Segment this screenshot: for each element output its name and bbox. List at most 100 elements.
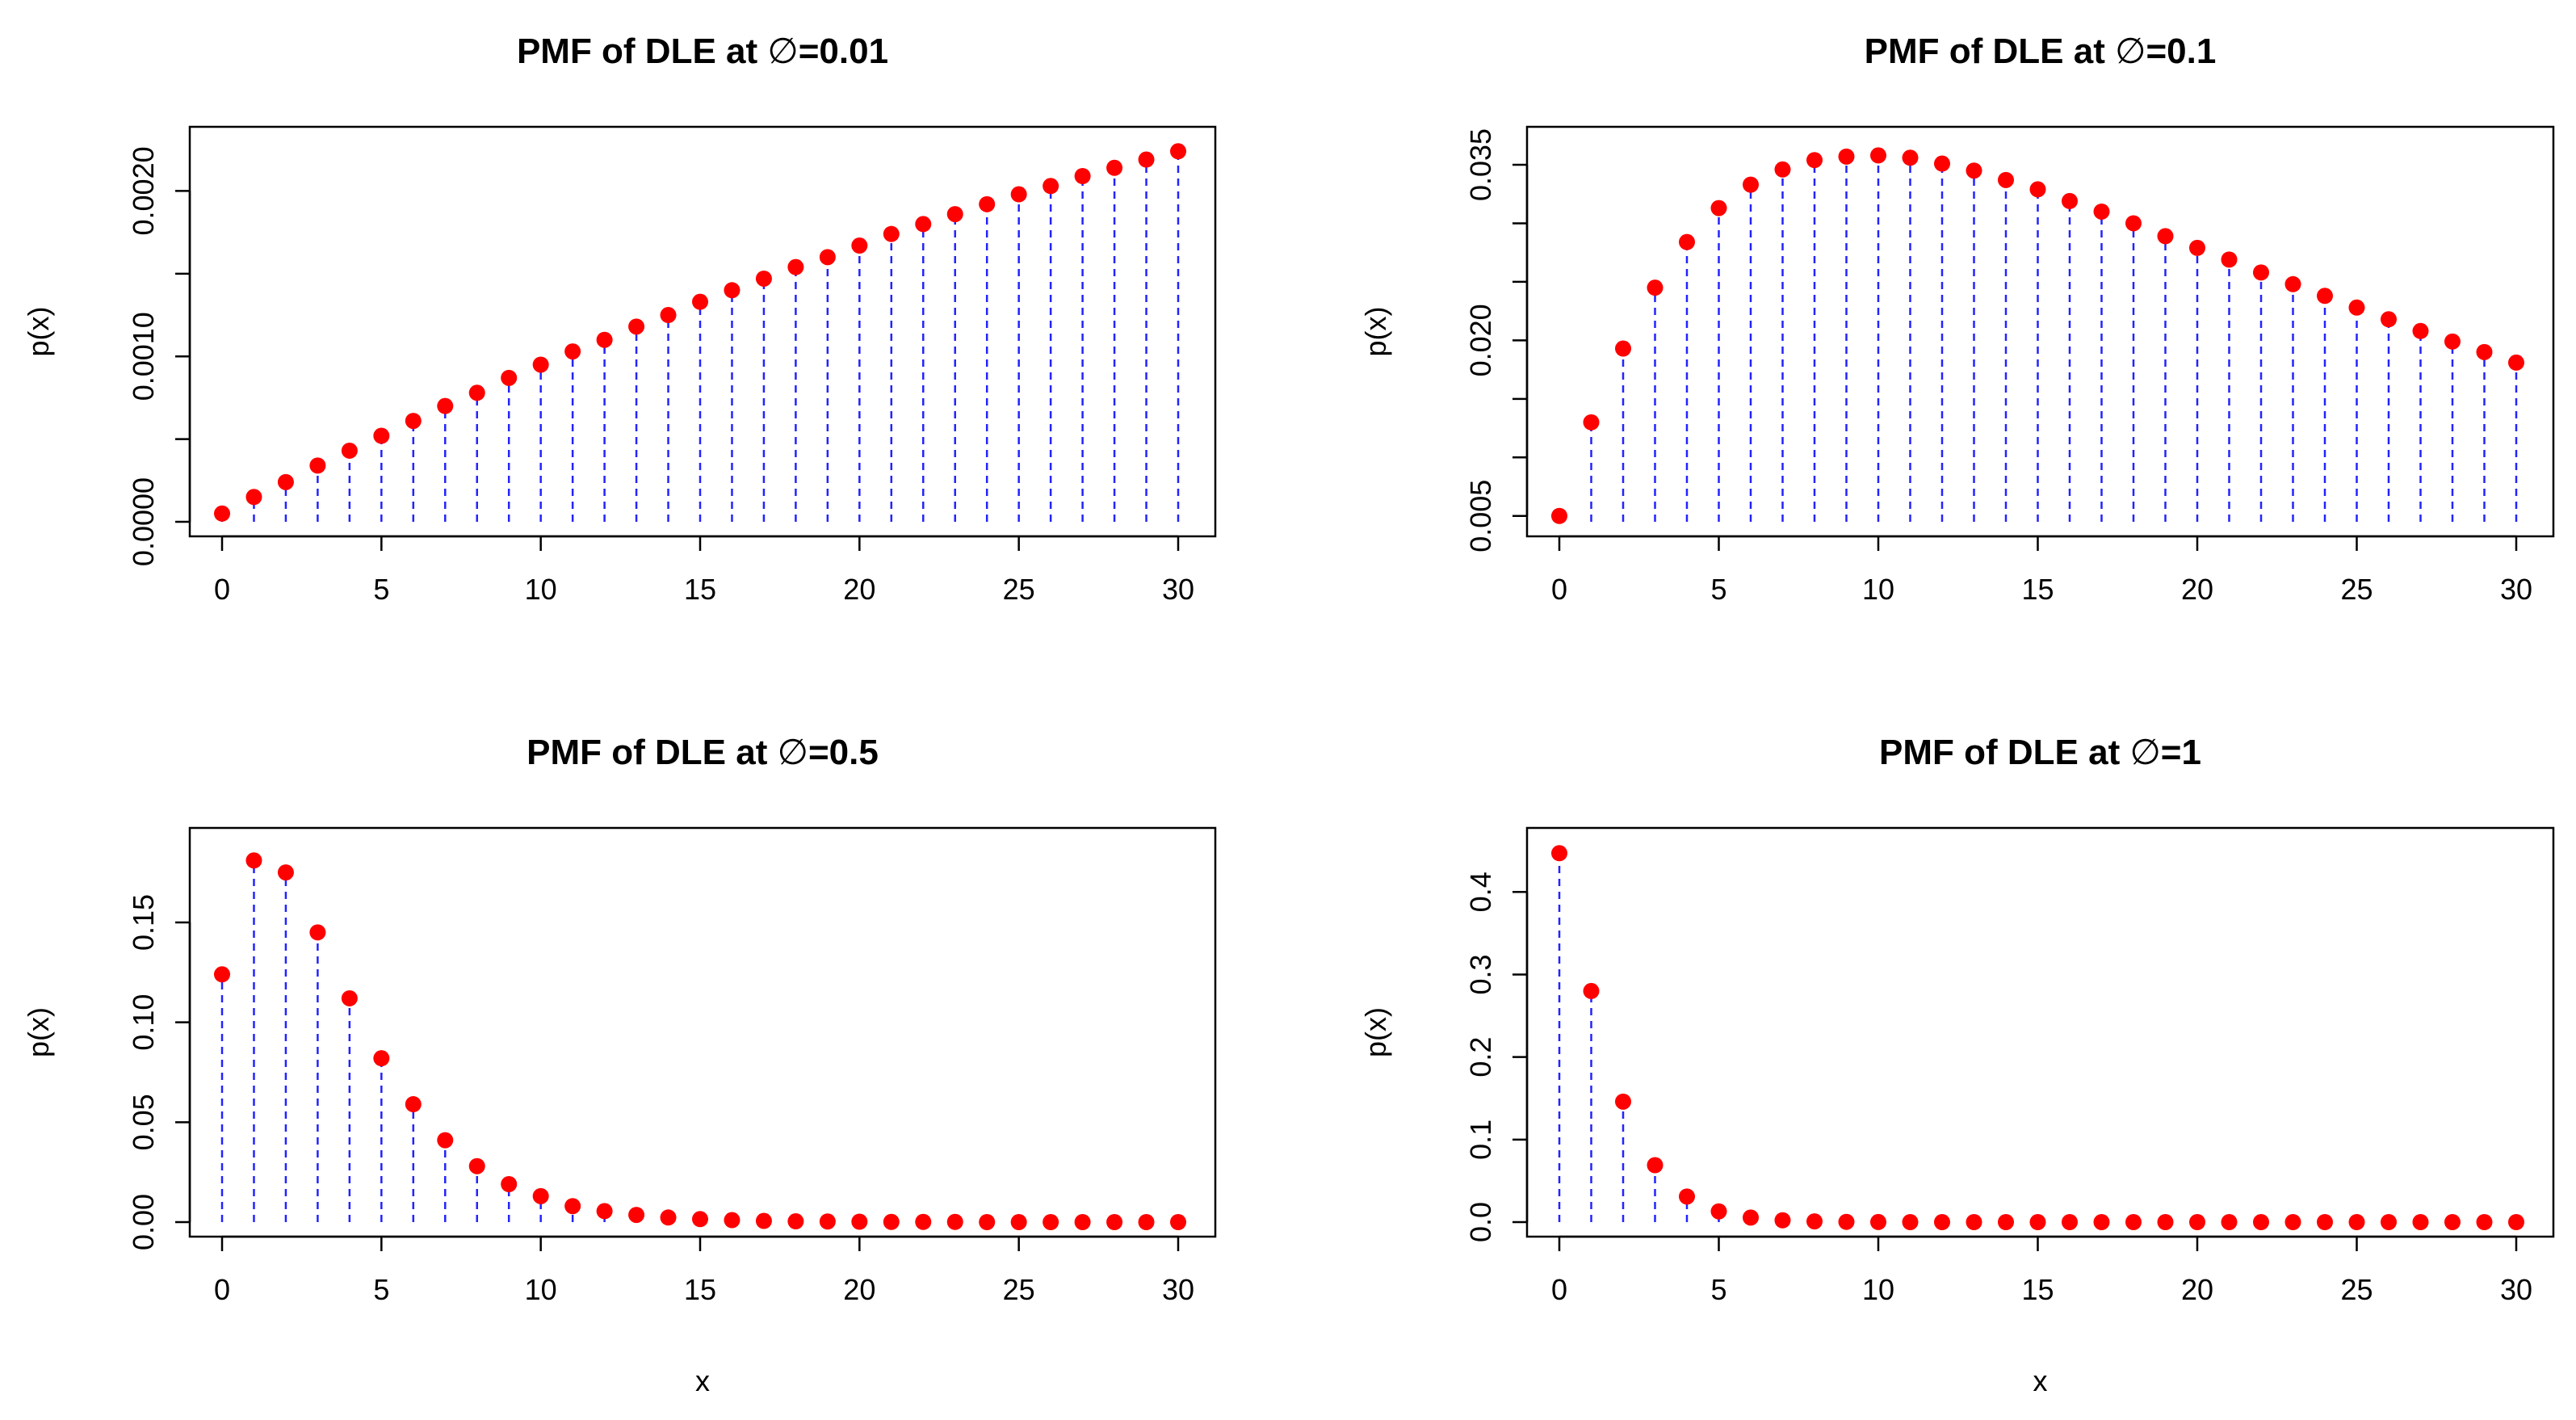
y-tick-label: 0.0: [1464, 1202, 1497, 1242]
y-axis-label: p(x): [1359, 307, 1392, 357]
data-point: [1806, 152, 1823, 169]
x-tick-label: 20: [2181, 573, 2213, 606]
data-point: [1679, 233, 1695, 250]
data-point: [1583, 982, 1600, 999]
data-point: [787, 1213, 804, 1230]
y-tick-label: 0.035: [1464, 128, 1497, 201]
y-axis: 0.0 0.1 0.2 0.3 0.4: [1464, 872, 1529, 1242]
y-axis: 0.00 0.05 0.10 0.15: [127, 894, 191, 1250]
data-point: [501, 1176, 518, 1192]
chart-title: PMF of DLE at ∅=0.01: [517, 32, 888, 71]
data-point: [1934, 155, 1950, 172]
y-axis-label: p(x): [22, 1007, 55, 1057]
plot-frame: [188, 125, 1217, 538]
data-point: [946, 206, 963, 223]
data-point: [2125, 1214, 2142, 1230]
data-point: [532, 1187, 549, 1204]
data-point: [1870, 1213, 1886, 1230]
data-point: [2189, 1214, 2205, 1230]
y-axis-label: p(x): [1359, 1007, 1392, 1057]
data-point: [1679, 1188, 1695, 1205]
data-point: [341, 989, 358, 1006]
chart-title-prefix: PMF of DLE at: [517, 32, 767, 71]
data-point: [1838, 148, 1855, 165]
chart-title-prefix: PMF of DLE at: [1865, 32, 2115, 71]
data-point: [2444, 333, 2461, 350]
series-pmf: [214, 852, 1186, 1230]
chart-panel-1: PMF of DLE at ∅=0.010 5 10 15 20 25 300.00000.…: [22, 32, 1217, 606]
data-point: [437, 1132, 454, 1149]
data-point: [1710, 200, 1727, 216]
data-point: [1934, 1214, 1950, 1230]
y-tick-label: 0.005: [1464, 480, 1497, 552]
data-point: [851, 237, 868, 254]
data-point: [245, 852, 262, 869]
phi-symbol: ∅: [2129, 733, 2160, 772]
data-point: [1710, 1203, 1727, 1220]
data-point: [1774, 161, 1791, 178]
data-point: [1106, 1214, 1123, 1230]
x-tick-label: 30: [2500, 1273, 2532, 1306]
data-point: [532, 356, 549, 373]
x-axis: 0 5 10 15 20 25 30: [214, 1235, 1194, 1306]
x-tick-label: 15: [2021, 573, 2054, 606]
data-point: [1870, 147, 1886, 164]
data-point: [309, 457, 326, 474]
data-point: [564, 343, 581, 360]
data-point: [596, 331, 613, 348]
data-point: [277, 864, 294, 881]
data-point: [2381, 311, 2397, 328]
data-point: [1074, 168, 1091, 185]
data-point: [2029, 1214, 2046, 1230]
data-point: [1615, 1093, 1631, 1110]
data-point: [1551, 507, 1567, 524]
data-point: [883, 225, 900, 242]
data-point: [564, 1198, 581, 1215]
data-point: [660, 307, 677, 324]
y-tick-label: 0.10: [127, 994, 160, 1051]
data-point: [2381, 1214, 2397, 1230]
data-point: [2093, 203, 2110, 220]
data-point: [1138, 151, 1155, 168]
data-point: [2125, 215, 2142, 232]
data-point: [1966, 162, 1982, 179]
series-pmf: [1551, 845, 2524, 1230]
data-point: [1998, 171, 2014, 188]
data-point: [214, 966, 230, 983]
x-tick-label: 25: [1003, 573, 1035, 606]
y-tick-label: 0.020: [1464, 304, 1497, 376]
x-tick-label: 5: [373, 573, 389, 606]
data-point: [437, 397, 454, 414]
data-point: [1170, 143, 1186, 160]
data-point: [915, 1213, 932, 1230]
phi-symbol: ∅: [2115, 32, 2146, 71]
x-tick-label: 0: [1551, 1273, 1567, 1306]
data-point: [1010, 186, 1027, 203]
data-point: [2093, 1214, 2110, 1230]
data-point: [851, 1213, 868, 1230]
chart-title-prefix: PMF of DLE at: [1879, 733, 2129, 772]
x-tick-label: 25: [2340, 573, 2373, 606]
x-tick-label: 10: [525, 1273, 557, 1306]
chart-panel-3: PMF of DLE at ∅=0.5 0 5 10 15 20 25 30 0.000.050…: [22, 733, 1217, 1397]
data-point: [979, 1214, 996, 1230]
y-axis-label: p(x): [22, 307, 55, 357]
chart-title: PMF of DLE at ∅=0.5: [527, 733, 879, 772]
data-point: [2157, 1214, 2174, 1230]
data-point: [2253, 1214, 2269, 1230]
data-point: [2508, 354, 2524, 371]
x-axis: 0 5 10 15 20 25 30: [1551, 535, 2532, 606]
data-point: [1806, 1213, 1823, 1230]
phi-symbol: ∅: [778, 733, 808, 772]
data-point: [1170, 1214, 1186, 1230]
chart-panel-2: PMF of DLE at ∅=0.1 0 5 10 15 20 25 30 0.005 0.02…: [1359, 32, 2555, 606]
y-tick-label: 0.4: [1464, 872, 1497, 912]
data-point: [2317, 288, 2333, 305]
data-point: [1838, 1213, 1855, 1230]
data-point: [2284, 275, 2301, 292]
data-point: [1551, 845, 1567, 862]
x-tick-label: 10: [525, 573, 557, 606]
y-tick-label: 0.0020: [127, 146, 160, 235]
x-tick-label: 30: [1162, 1273, 1194, 1306]
